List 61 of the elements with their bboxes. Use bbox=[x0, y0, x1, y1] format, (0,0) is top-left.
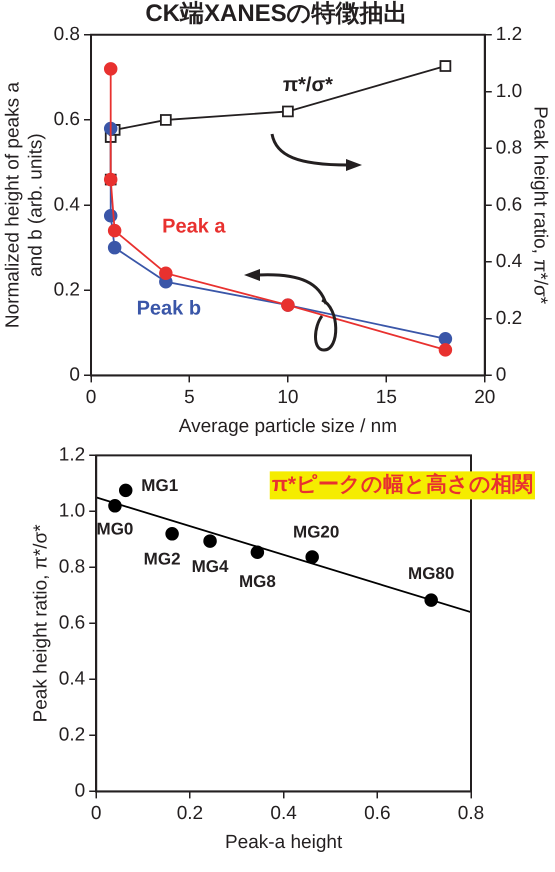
y-axis-title: Peak height ratio, π*/σ* bbox=[30, 524, 52, 722]
y-tick-label: 0.2 bbox=[54, 279, 80, 300]
y-tick-label: 0.2 bbox=[58, 724, 86, 746]
y-tick-label: 0.8 bbox=[54, 24, 80, 46]
y2-axis-title: Peak height ratio, π*/σ* bbox=[529, 106, 550, 305]
y2-tick-label: 0.4 bbox=[496, 251, 523, 272]
series-label: Peak b bbox=[136, 297, 202, 320]
data-label: MG80 bbox=[408, 564, 454, 583]
annotation: π*ピークの幅と高さの相関 bbox=[272, 472, 534, 496]
x-tick-label: 15 bbox=[376, 387, 397, 408]
y-tick-label: 0.4 bbox=[54, 194, 80, 216]
y2-tick-label: 0.2 bbox=[496, 308, 522, 329]
x-tick-label: 10 bbox=[277, 387, 298, 408]
y2-tick-label: 1.2 bbox=[496, 24, 522, 46]
y-tick-label: 0 bbox=[69, 364, 80, 386]
x-tick-label: 0.2 bbox=[176, 803, 204, 824]
point bbox=[440, 60, 452, 72]
x-axis-title: Average particle size / nm bbox=[178, 416, 398, 437]
y-axis-title: Normalized height of peaks a and b (arb. units) bbox=[2, 82, 46, 328]
chart-title: CK端XANESの特徴抽出 bbox=[145, 0, 408, 28]
point bbox=[438, 343, 452, 357]
x-tick-label: 0 bbox=[90, 803, 102, 824]
x-tick-label: 5 bbox=[184, 387, 195, 408]
point bbox=[305, 550, 319, 564]
point bbox=[282, 106, 294, 118]
x-tick-label: 0.8 bbox=[458, 803, 484, 824]
point bbox=[160, 114, 172, 126]
point bbox=[250, 546, 264, 560]
data-label: MG20 bbox=[293, 522, 340, 542]
point bbox=[108, 240, 122, 254]
data-label: MG4 bbox=[192, 556, 230, 576]
y-tick-label: 0.6 bbox=[54, 109, 80, 130]
x-tick-label: 20 bbox=[474, 387, 496, 408]
point bbox=[165, 527, 179, 541]
y2-tick-label: 0.8 bbox=[496, 138, 522, 159]
x-tick-label: 0.6 bbox=[364, 803, 391, 824]
x-tick-label: 0.4 bbox=[270, 803, 298, 824]
y2-tick-label: 0 bbox=[496, 364, 506, 386]
y-tick-label: 0.6 bbox=[58, 612, 86, 634]
point bbox=[104, 62, 118, 76]
y2-tick-label: 1.0 bbox=[496, 80, 522, 102]
y-tick-label: 1.2 bbox=[58, 444, 86, 466]
point bbox=[424, 593, 438, 607]
series-label: Peak a bbox=[162, 216, 226, 238]
data-label: MG0 bbox=[96, 519, 134, 538]
point bbox=[108, 499, 122, 513]
point bbox=[108, 224, 122, 238]
y-tick-label: 0 bbox=[74, 780, 86, 802]
series-label: π*/σ* bbox=[282, 74, 334, 96]
point bbox=[159, 266, 173, 280]
data-label: MG2 bbox=[144, 549, 181, 568]
y2-tick-label: 0.6 bbox=[496, 194, 522, 216]
y-tick-label: 1.0 bbox=[58, 500, 86, 522]
data-label: MG1 bbox=[141, 476, 178, 496]
point bbox=[118, 484, 132, 498]
data-label: MG8 bbox=[238, 572, 276, 591]
y-tick-label: 0.8 bbox=[58, 556, 86, 578]
point bbox=[438, 332, 452, 346]
y-tick-label: 0.4 bbox=[58, 668, 86, 690]
x-axis-title: Peak-a height bbox=[224, 832, 343, 853]
point bbox=[203, 534, 217, 548]
